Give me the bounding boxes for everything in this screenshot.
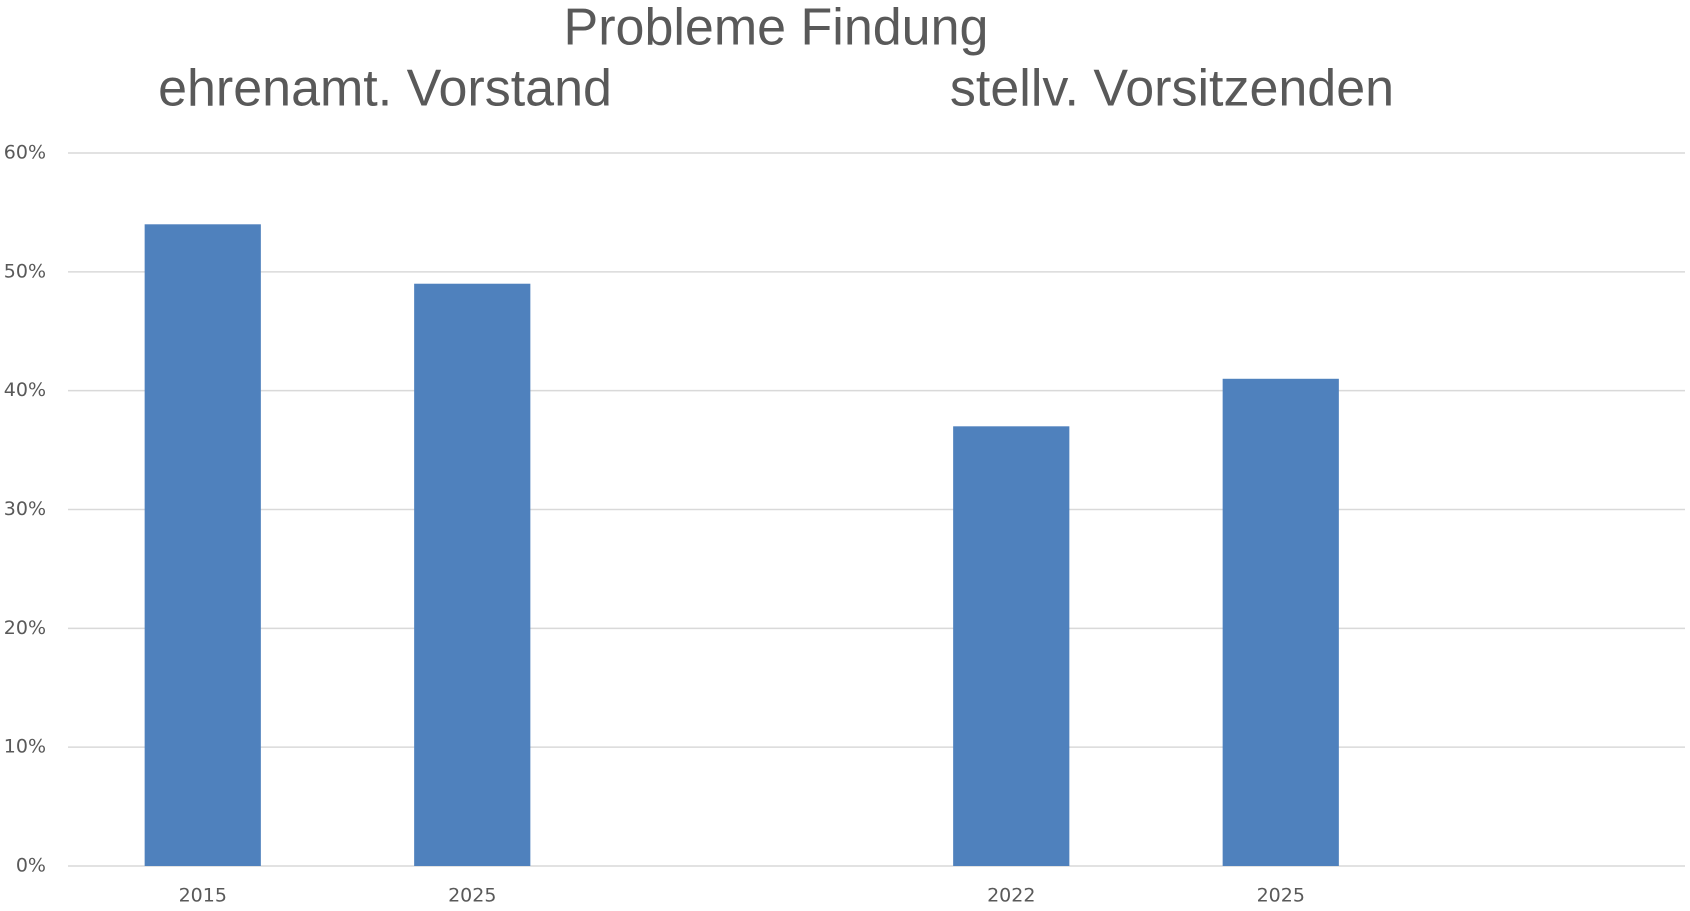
x-tick-label: 2022	[987, 885, 1035, 907]
group-label: ehrenamt. Vorstand	[158, 60, 612, 118]
x-tick-label: 2025	[448, 885, 496, 907]
bar	[144, 224, 261, 867]
y-tick-label: 40%	[4, 379, 46, 401]
y-tick-label: 10%	[4, 736, 46, 758]
group-label: stellv. Vorsitzenden	[950, 60, 1394, 118]
y-tick-label: 30%	[4, 498, 46, 520]
y-tick-label: 20%	[4, 617, 46, 639]
x-tick-label: 2025	[1257, 885, 1305, 907]
bar	[1222, 378, 1339, 866]
bar	[953, 426, 1070, 866]
x-tick-label: 2015	[179, 885, 227, 907]
bar	[414, 283, 531, 866]
y-tick-label: 50%	[4, 260, 46, 282]
chart-title: Probleme Findung	[564, 0, 989, 57]
y-tick-label: 0%	[16, 855, 46, 877]
y-tick-label: 60%	[4, 142, 46, 164]
